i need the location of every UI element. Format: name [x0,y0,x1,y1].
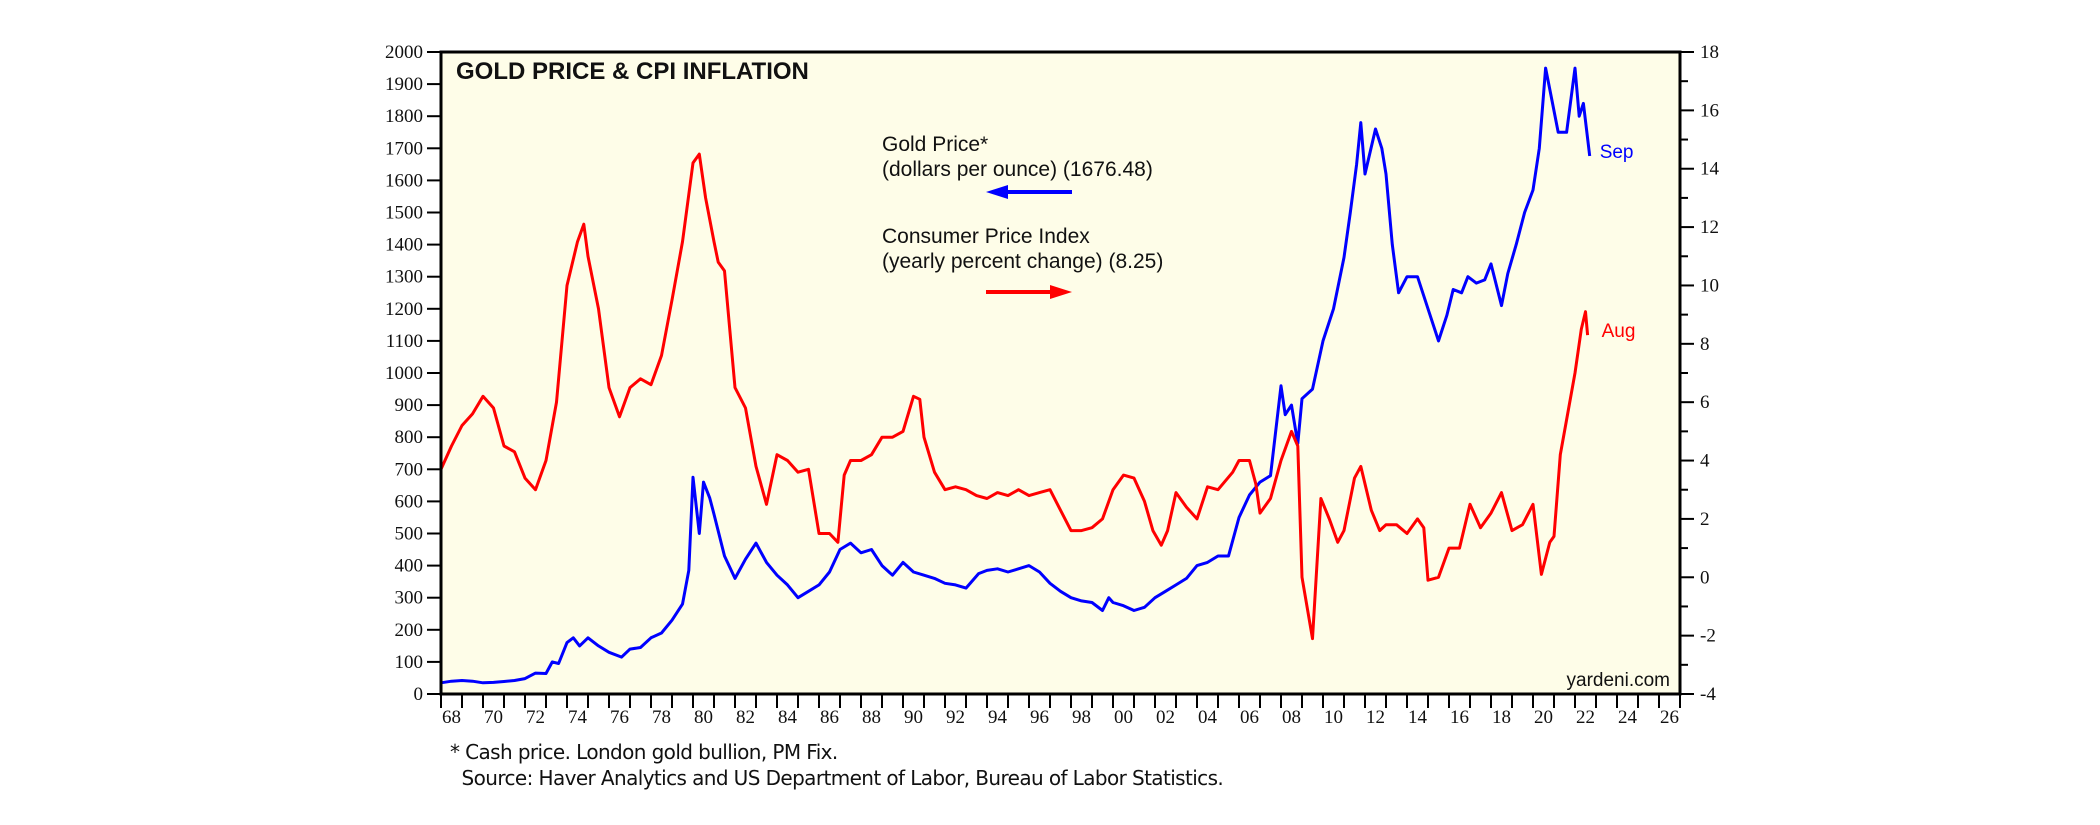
right-tick-label: 8 [1700,334,1710,355]
x-tick-label: 98 [1072,707,1091,728]
left-tick-label: 1200 [385,299,423,320]
x-tick-label: 16 [1450,707,1469,728]
left-tick-label: 2000 [385,42,423,63]
x-tick-label: 00 [1114,707,1133,728]
x-tick-label: 02 [1156,707,1175,728]
right-tick-label: 6 [1700,392,1710,413]
x-tick-label: 74 [568,707,588,728]
left-tick-label: 800 [395,427,424,448]
left-tick-label: 100 [395,652,424,673]
x-tick-label: 72 [526,707,545,728]
legend-cpi-line2: (yearly percent change) (8.25) [882,250,1163,273]
chart-title: GOLD PRICE & CPI INFLATION [456,58,809,85]
left-tick-label: 1900 [385,74,423,95]
left-tick-label: 900 [395,395,424,416]
x-tick-label: 68 [442,707,461,728]
legend-gold-line1: Gold Price* [882,133,988,156]
right-tick-label: 4 [1700,451,1710,472]
left-tick-label: 1800 [385,106,423,127]
x-tick-label: 06 [1240,707,1259,728]
x-tick-label: 94 [988,707,1008,728]
x-tick-label: 20 [1534,707,1553,728]
left-tick-label: 1300 [385,267,423,288]
left-tick-label: 500 [395,524,424,545]
left-tick-label: 200 [395,620,424,641]
right-tick-label: 14 [1700,159,1720,180]
x-tick-label: 80 [694,707,713,728]
right-axis: -4 -2 0 2 4 6 8 10 12 14 16 18 [1680,42,1720,705]
x-tick-label: 22 [1576,707,1595,728]
right-tick-label: 12 [1700,217,1719,238]
left-tick-label: 1400 [385,235,423,256]
x-tick-label: 88 [862,707,881,728]
x-tick-label: 12 [1366,707,1385,728]
x-tick-label: 70 [484,707,503,728]
right-tick-label: -2 [1700,626,1716,647]
x-tick-label: 14 [1408,707,1428,728]
left-tick-label: 400 [395,556,424,577]
series-layer [439,66,1592,685]
x-tick-label: 04 [1198,707,1218,728]
left-axis: 0 100 200 300 400 500 600 700 800 900 1000 1100 1200… [385,42,441,705]
right-tick-label: 16 [1700,100,1719,121]
left-tick-label: 700 [395,459,424,480]
x-tick-label: 84 [778,707,798,728]
x-tick-label: 10 [1324,707,1343,728]
x-tick-label: 92 [946,707,965,728]
left-tick-label: 300 [395,588,424,609]
x-tick-label: 26 [1660,707,1679,728]
right-tick-label: 18 [1700,42,1719,63]
legend-cpi-arrow-icon [986,285,1072,299]
plot-area [441,52,1680,694]
cpi-line [439,152,1590,641]
left-tick-label: 600 [395,491,424,512]
x-tick-label: 08 [1282,707,1301,728]
legend-gold-arrow-icon [986,185,1072,199]
x-tick-label: 78 [652,707,671,728]
legend-gold-line2: (dollars per ounce) (1676.48) [882,158,1153,181]
right-tick-label: 10 [1700,275,1719,296]
watermark: yardeni.com [1567,670,1671,691]
gold-price-line [440,66,1592,685]
left-tick-label: 1500 [385,203,423,224]
left-tick-label: 1600 [385,170,423,191]
right-tick-label: 0 [1700,567,1710,588]
right-tick-label: 2 [1700,509,1710,530]
x-tick-label: 90 [904,707,923,728]
x-tick-label: 24 [1618,707,1638,728]
x-tick-label: 82 [736,707,755,728]
x-axis: 68 70 72 74 76 78 80 82 84 86 88 90 92 94 96 98 00 02 04 06… [440,694,1681,728]
left-tick-label: 1700 [385,138,423,159]
x-tick-label: 18 [1492,707,1511,728]
right-tick-label: -4 [1700,684,1716,705]
legend-cpi-line1: Consumer Price Index [882,225,1090,248]
x-tick-label: 96 [1030,707,1049,728]
left-tick-label: 1000 [385,363,423,384]
left-tick-label: 0 [414,684,424,705]
left-tick-label: 1100 [386,331,423,352]
cpi-end-label: Aug [1602,321,1636,342]
footnote-cash-price: * Cash price. London gold bullion, PM Fi… [450,740,838,764]
gold-end-label: Sep [1600,142,1634,163]
footnote-source: Source: Haver Analytics and US Departmen… [450,766,1224,790]
x-tick-label: 86 [820,707,839,728]
x-tick-label: 76 [610,707,629,728]
